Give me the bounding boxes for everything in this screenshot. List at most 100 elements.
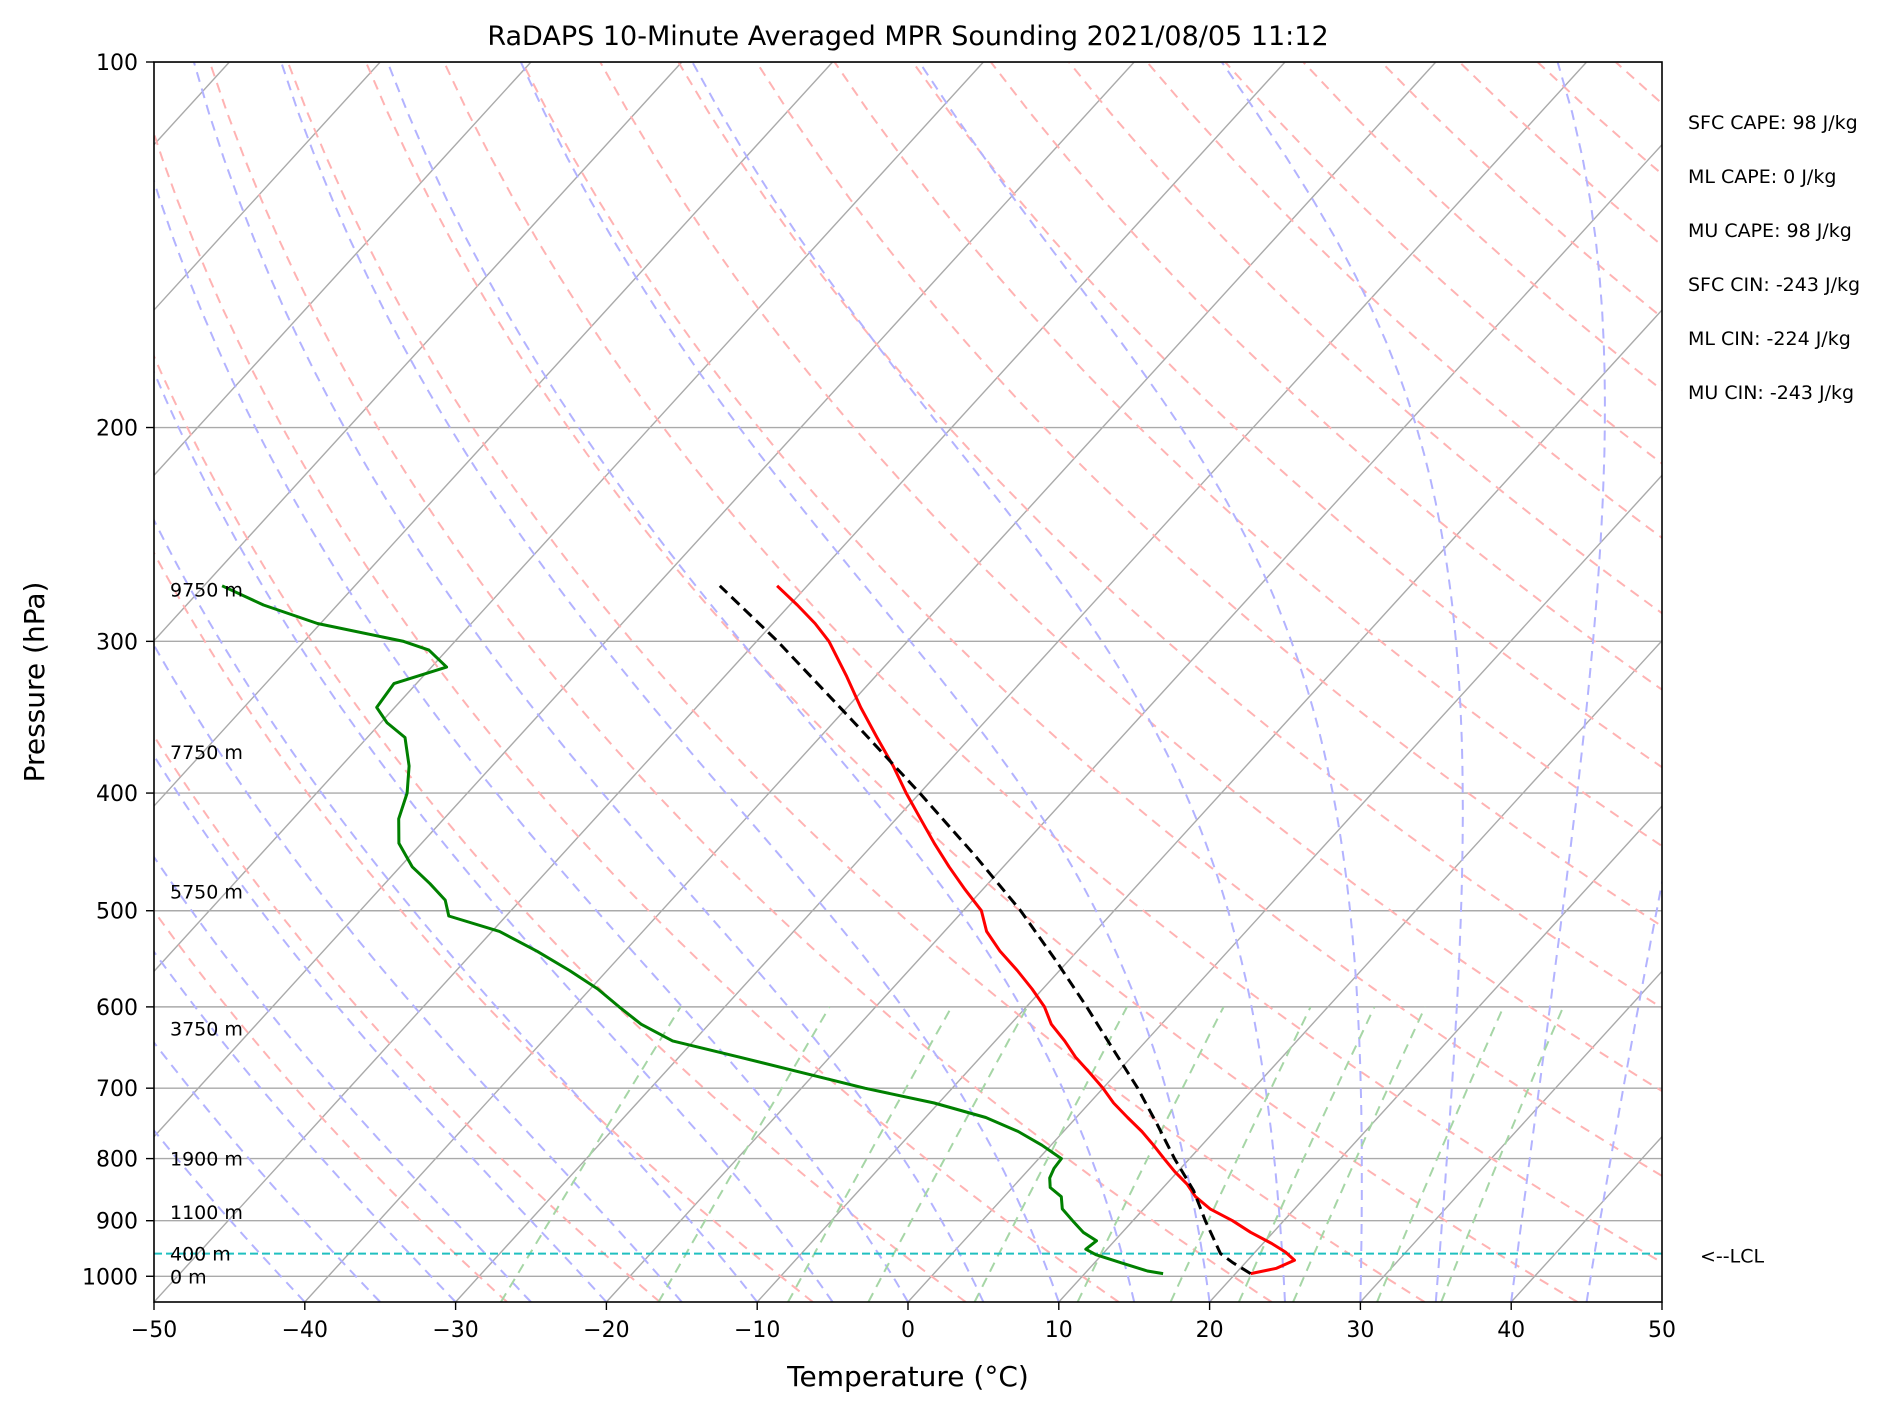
stability-indices: SFC CAPE: 98 J/kg ML CAPE: 0 J/kg MU CAPE:… [1688, 112, 1860, 404]
dry-adiabat [521, 62, 1662, 1178]
x-tick-label: 0 [901, 1318, 915, 1343]
dry-adiabat [286, 62, 1426, 1302]
moist-adiabat [154, 855, 532, 1302]
x-tick-label: 20 [1196, 1318, 1224, 1343]
dry-adiabat [1068, 62, 1662, 615]
dry-adiabat [208, 62, 1273, 1302]
stability-index: MU CAPE: 98 J/kg [1688, 220, 1852, 242]
height-label: 0 m [170, 1266, 207, 1288]
moist-adiabat [192, 62, 985, 1302]
dry-adiabat [1146, 62, 1662, 540]
x-tick-label: −50 [131, 1318, 177, 1343]
mixing-ratio-line [867, 1006, 1029, 1302]
moist-adiabat [154, 177, 909, 1302]
isotherm [154, 62, 1135, 1138]
moist-adiabat [154, 754, 608, 1302]
dry-adiabat [154, 551, 814, 1302]
series-lines [221, 584, 1296, 1276]
isotherm [1058, 639, 1662, 1302]
y-axis-ticks: 100 200 300 400 500 600 700 800 900 1000 [82, 51, 154, 1290]
moist-adiabat [280, 62, 1060, 1302]
mixing-ratio-line [1237, 1006, 1376, 1302]
plot-area [154, 62, 1899, 1302]
x-tick-label: −40 [282, 1318, 328, 1343]
x-axis-label: Temperature (°C) [786, 1360, 1029, 1393]
isotherm [907, 474, 1662, 1302]
moist-adiabat [154, 643, 683, 1302]
dry-adiabat [154, 734, 661, 1302]
x-tick-label: 50 [1648, 1318, 1676, 1343]
x-tick-label: −30 [432, 1318, 478, 1343]
isotherm [605, 143, 1662, 1302]
y-tick-label: 600 [96, 996, 138, 1021]
dry-adiabat [755, 62, 1662, 928]
dry-adiabat [911, 62, 1662, 769]
stability-index: MU CIN: -243 J/kg [1688, 382, 1854, 404]
height-label: 1900 m [170, 1149, 243, 1171]
mixing-ratio-line [1440, 1006, 1565, 1302]
isotherm [154, 62, 532, 477]
mixing-ratio-lines [500, 1006, 1565, 1302]
dry-adiabat [443, 62, 1662, 1264]
height-label: 400 m [170, 1244, 231, 1266]
isotherm [154, 62, 381, 312]
moist-adiabat [154, 369, 834, 1302]
stability-index: ML CAPE: 0 J/kg [1688, 166, 1836, 188]
x-tick-label: 40 [1497, 1318, 1525, 1343]
y-tick-label: 100 [96, 51, 138, 76]
isotherm [154, 62, 984, 973]
moist-adiabat [519, 62, 1211, 1302]
moist-adiabats [154, 62, 1662, 1302]
height-label: 5750 m [170, 881, 243, 903]
stability-index: ML CIN: -224 J/kg [1688, 328, 1851, 350]
isotherm [1661, 1300, 1662, 1302]
moist-adiabat [691, 62, 1286, 1302]
height-label: 7750 m [170, 742, 243, 764]
chart-title: RaDAPS 10-Minute Averaged MPR Sounding 2… [487, 21, 1328, 52]
moist-adiabat [1510, 62, 1606, 1302]
y-tick-label: 1000 [82, 1265, 138, 1290]
temperature-line [776, 584, 1296, 1276]
stability-index: SFC CAPE: 98 J/kg [1688, 112, 1858, 134]
isotherm [154, 62, 683, 642]
isotherm [1510, 1135, 1662, 1302]
lcl-label: <--LCL [1700, 1246, 1764, 1268]
height-label: 1100 m [170, 1202, 243, 1224]
mixing-ratio-line [1169, 1006, 1312, 1302]
isotherm [455, 62, 1588, 1302]
moist-adiabat [154, 518, 758, 1302]
dry-adiabat [154, 353, 967, 1302]
isotherms [154, 62, 1899, 1302]
dry-adiabat [154, 130, 1120, 1302]
moist-adiabat [918, 62, 1363, 1302]
moist-adiabat [154, 950, 457, 1302]
pressure-gridlines [154, 62, 1662, 1277]
y-tick-label: 200 [96, 417, 138, 442]
stability-index: SFC CIN: -243 J/kg [1688, 274, 1860, 296]
mixing-ratio-line [1292, 1006, 1427, 1302]
dewpoint-line [221, 584, 1164, 1276]
y-tick-label: 700 [96, 1077, 138, 1102]
height-label: 9750 m [170, 580, 243, 602]
dry-adiabat [154, 909, 508, 1302]
isotherm [154, 62, 834, 808]
dry-adiabat [1536, 62, 1662, 176]
isotherm [1813, 62, 1899, 1302]
plot-frame [153, 61, 1663, 1303]
moist-adiabat [1585, 878, 1662, 1302]
y-tick-label: 800 [96, 1148, 138, 1173]
y-tick-label: 300 [96, 630, 138, 655]
mixing-ratio-line [500, 1006, 682, 1302]
x-axis-ticks: −50 −40 −30 −20 −10 0 10 20 30 40 50 [131, 1302, 1676, 1343]
y-tick-label: 900 [96, 1210, 138, 1235]
dry-adiabat [1302, 62, 1662, 392]
y-axis-label: Pressure (hPa) [18, 582, 51, 783]
y-tick-label: 500 [96, 900, 138, 925]
mixing-ratio-line [1076, 1006, 1225, 1302]
dry-adiabats [154, 62, 1662, 1302]
mixing-ratio-line [1376, 1006, 1505, 1302]
x-tick-label: 10 [1045, 1318, 1073, 1343]
dry-adiabat [1224, 62, 1662, 465]
